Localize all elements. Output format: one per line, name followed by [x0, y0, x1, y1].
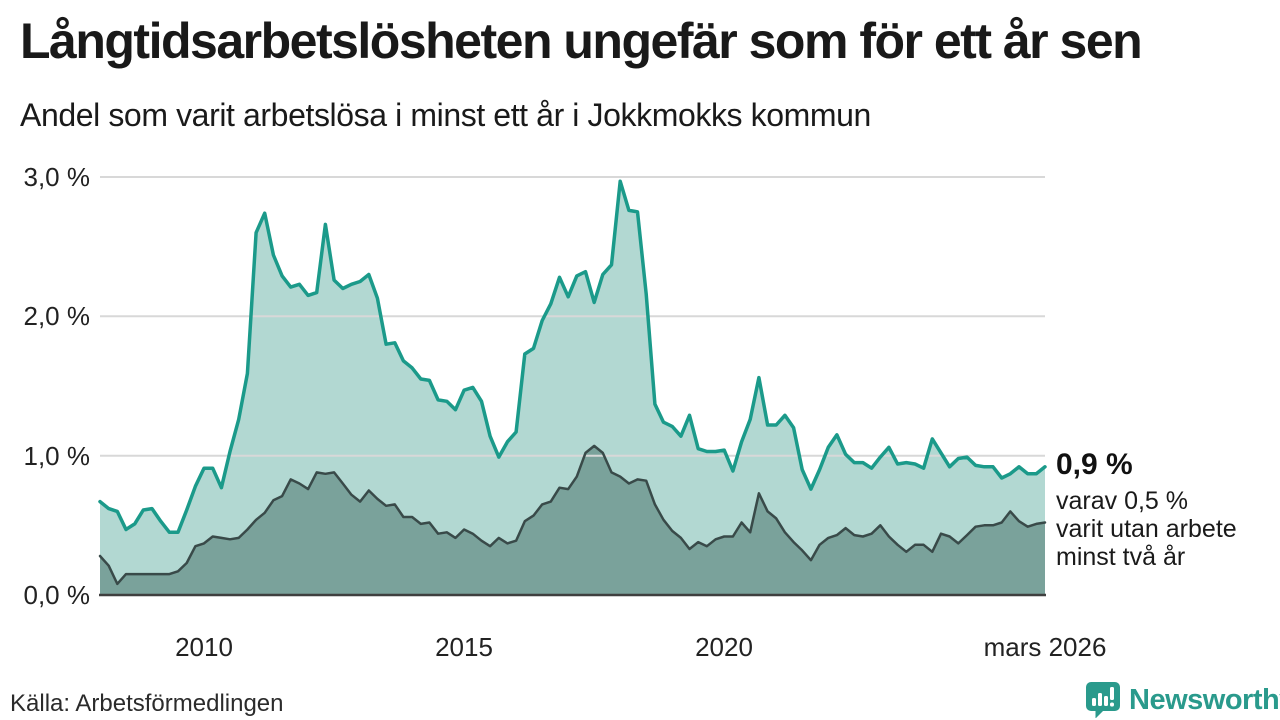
y-tick-label: 3,0 %: [23, 162, 91, 192]
y-tick-label: 1,0 %: [23, 440, 91, 471]
y-tick-label: 2,0 %: [23, 301, 91, 332]
series-area-2: [100, 445, 1045, 595]
brand-logo: Newsworthy: [1084, 680, 1280, 720]
x-tick-label: 2015: [435, 632, 493, 662]
series-line-2: [98, 444, 1047, 586]
source-note: Källa: Arbetsförmedlingen: [10, 690, 284, 717]
chart-subtitle: Andel som varit arbetslösa i minst ett å…: [20, 97, 871, 133]
x-tick-label: mars 2026: [983, 632, 1107, 662]
newsworthy-logo-icon: [1084, 680, 1122, 720]
brand-name: Newsworthy: [1129, 684, 1280, 716]
x-tick-label: 2010: [175, 632, 233, 662]
y-tick-label: 0,0 %: [23, 580, 91, 610]
end-value-label: 0,9 %: [1056, 448, 1133, 481]
end-value-description-line: varav 0,5 %: [1056, 487, 1189, 515]
end-value-description-line: varit utan arbete: [1056, 515, 1237, 543]
series-line-1: [98, 179, 1047, 535]
end-value-description: varav 0,5 % varit utan arbete minst två …: [1056, 487, 1237, 571]
end-value-description-line: minst två år: [1056, 543, 1186, 571]
chart-title: Långtidsarbetslösheten ungefär som för e…: [20, 13, 1143, 69]
x-tick-label: 2020: [695, 632, 753, 662]
